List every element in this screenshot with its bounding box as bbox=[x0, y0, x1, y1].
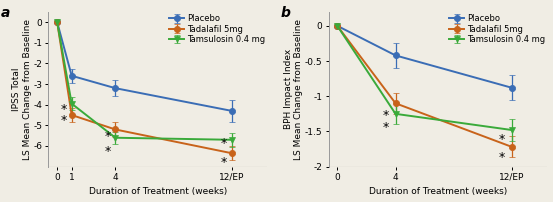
X-axis label: Duration of Treatment (weeks): Duration of Treatment (weeks) bbox=[88, 187, 227, 196]
Text: b: b bbox=[280, 6, 290, 20]
Text: *: * bbox=[382, 121, 388, 134]
Y-axis label: BPH Impact Index
LS Mean Change from Baseline: BPH Impact Index LS Mean Change from Bas… bbox=[284, 19, 304, 160]
Text: *: * bbox=[104, 145, 111, 158]
Legend: Placebo, Tadalafil 5mg, Tamsulosin 0.4 mg: Placebo, Tadalafil 5mg, Tamsulosin 0.4 m… bbox=[168, 14, 265, 45]
Y-axis label: IPSS Total
LS Mean Change from Baseline: IPSS Total LS Mean Change from Baseline bbox=[12, 19, 32, 160]
Text: *: * bbox=[221, 137, 227, 150]
Text: *: * bbox=[221, 156, 227, 169]
Text: *: * bbox=[382, 109, 388, 122]
Text: *: * bbox=[499, 133, 505, 146]
Text: a: a bbox=[0, 6, 9, 20]
Text: *: * bbox=[61, 103, 67, 116]
Legend: Placebo, Tadalafil 5mg, Tamsulosin 0.4 mg: Placebo, Tadalafil 5mg, Tamsulosin 0.4 m… bbox=[448, 14, 546, 45]
X-axis label: Duration of Treatment (weeks): Duration of Treatment (weeks) bbox=[369, 187, 507, 196]
Text: *: * bbox=[104, 130, 111, 143]
Text: *: * bbox=[61, 114, 67, 127]
Text: *: * bbox=[499, 151, 505, 164]
